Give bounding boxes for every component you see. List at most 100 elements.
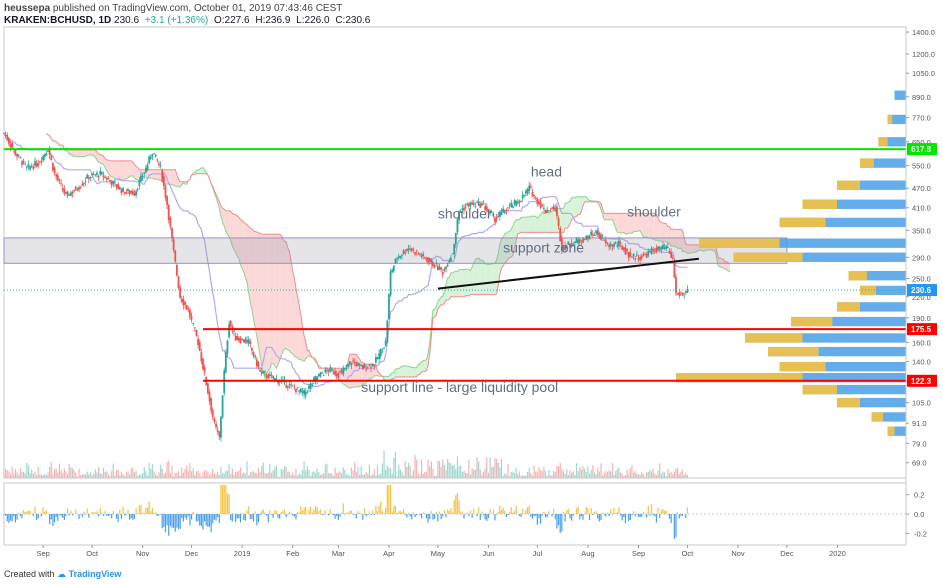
ichimoku-cloud-segment [483, 261, 486, 295]
candle-body [187, 309, 190, 310]
candle-body [169, 217, 172, 227]
candle-body [454, 233, 457, 245]
candle-body [670, 251, 673, 258]
ichimoku-cloud-segment [271, 234, 274, 364]
oscillator-bar [124, 514, 126, 516]
candle-body [38, 161, 41, 163]
oscillator-bar [513, 510, 516, 514]
ichimoku-cloud-segment [395, 368, 398, 378]
ichimoku-cloud-segment [154, 169, 156, 180]
candle-body [19, 156, 22, 158]
ichimoku-cloud-segment [607, 213, 610, 220]
oscillator-bar [391, 511, 393, 514]
volume-bar [450, 463, 452, 478]
oscillator-bar [321, 514, 323, 516]
oscillator-bar [554, 514, 556, 520]
ichimoku-cloud-segment [569, 197, 572, 224]
candle-body [523, 194, 526, 196]
volume-profile-bar [837, 302, 906, 312]
volume-bar [329, 473, 331, 478]
price-label-text: 617.8 [911, 145, 932, 154]
candle-body [371, 363, 374, 367]
y-tick-label: 470.0 [912, 184, 931, 193]
volume-bar [463, 470, 465, 478]
oscillator-bar [438, 511, 441, 514]
oscillator-bar [207, 514, 209, 527]
volume-profile-bar-highlight [779, 361, 826, 372]
oscillator-bar [673, 514, 675, 539]
volume-bar [396, 476, 398, 478]
candle-body [436, 265, 439, 271]
volume-bar [386, 465, 388, 478]
volume-bar [482, 471, 485, 478]
volume-bar [655, 475, 658, 478]
candle-body [505, 209, 508, 211]
ichimoku-cloud-segment [481, 260, 484, 295]
volume-bar [407, 462, 410, 478]
volume-bar [262, 462, 264, 478]
candle-body [177, 276, 180, 289]
candle-body [306, 391, 309, 393]
symbol-label[interactable]: KRAKEN:BCHUSD, 1D [4, 15, 112, 26]
oscillator-bar [22, 509, 25, 514]
ichimoku-cloud-segment [442, 291, 445, 305]
oscillator-bar [572, 514, 574, 516]
oscillator-bar [300, 506, 302, 514]
tradingview-brand[interactable]: TradingView [68, 569, 122, 579]
candle-body [330, 369, 333, 371]
volume-bar [677, 467, 679, 478]
oscillator-bar [399, 511, 401, 514]
ichimoku-cloud-segment [579, 196, 582, 215]
y-tick-label: 1400.0 [912, 28, 935, 37]
volume-bar [305, 470, 307, 478]
ichimoku-cloud-segment [405, 366, 407, 378]
candle-body [174, 250, 177, 262]
candle-body [275, 378, 278, 381]
ichimoku-cloud-segment [493, 263, 495, 295]
ichimoku-cloud-segment [638, 213, 641, 232]
candle-body [632, 253, 635, 257]
candle-body [43, 154, 46, 158]
ichimoku-cloud-segment [385, 376, 388, 381]
oscillator-bar [600, 514, 602, 521]
ichimoku-cloud-segment [116, 160, 119, 181]
ichimoku-cloud-segment [534, 216, 536, 233]
volume-bar [228, 464, 230, 478]
candle-body [272, 375, 275, 379]
x-tick-label: Jun [482, 549, 494, 558]
oscillator-bar [593, 511, 596, 514]
candle-body [626, 249, 628, 251]
oscillator-bar [368, 511, 370, 514]
oscillator-bar [652, 514, 654, 516]
oscillator-bar [93, 512, 95, 514]
volume-bar [347, 474, 349, 478]
ichimoku-cloud-segment [552, 210, 554, 233]
volume-bar [456, 456, 459, 478]
publisher-name[interactable]: heussepa [4, 3, 51, 14]
oscillator-bar [424, 513, 426, 514]
oscillator-bar [484, 514, 486, 520]
ichimoku-cloud-segment [535, 216, 538, 233]
candle-body [410, 248, 413, 251]
volume-bar [295, 468, 297, 478]
oscillator-bar [166, 514, 168, 526]
ichimoku-cloud-segment [618, 213, 621, 234]
volume-bar [376, 465, 379, 478]
candle-body [384, 340, 387, 346]
oscillator-bar [489, 508, 491, 514]
candle-body [631, 256, 633, 258]
oscillator-bar [252, 514, 255, 522]
candle-body [378, 353, 381, 360]
ichimoku-cloud-segment [421, 360, 424, 373]
oscillator-bar [376, 510, 379, 514]
oscillator-bar [55, 514, 57, 518]
volume-bar [567, 474, 569, 478]
candle-body [192, 323, 195, 324]
volume-bar [318, 472, 320, 478]
volume-bar [68, 464, 70, 478]
ichimoku-cloud-segment [656, 214, 659, 241]
oscillator-bar [339, 514, 341, 517]
volume-bar [102, 467, 105, 478]
volume-bar [266, 473, 268, 478]
